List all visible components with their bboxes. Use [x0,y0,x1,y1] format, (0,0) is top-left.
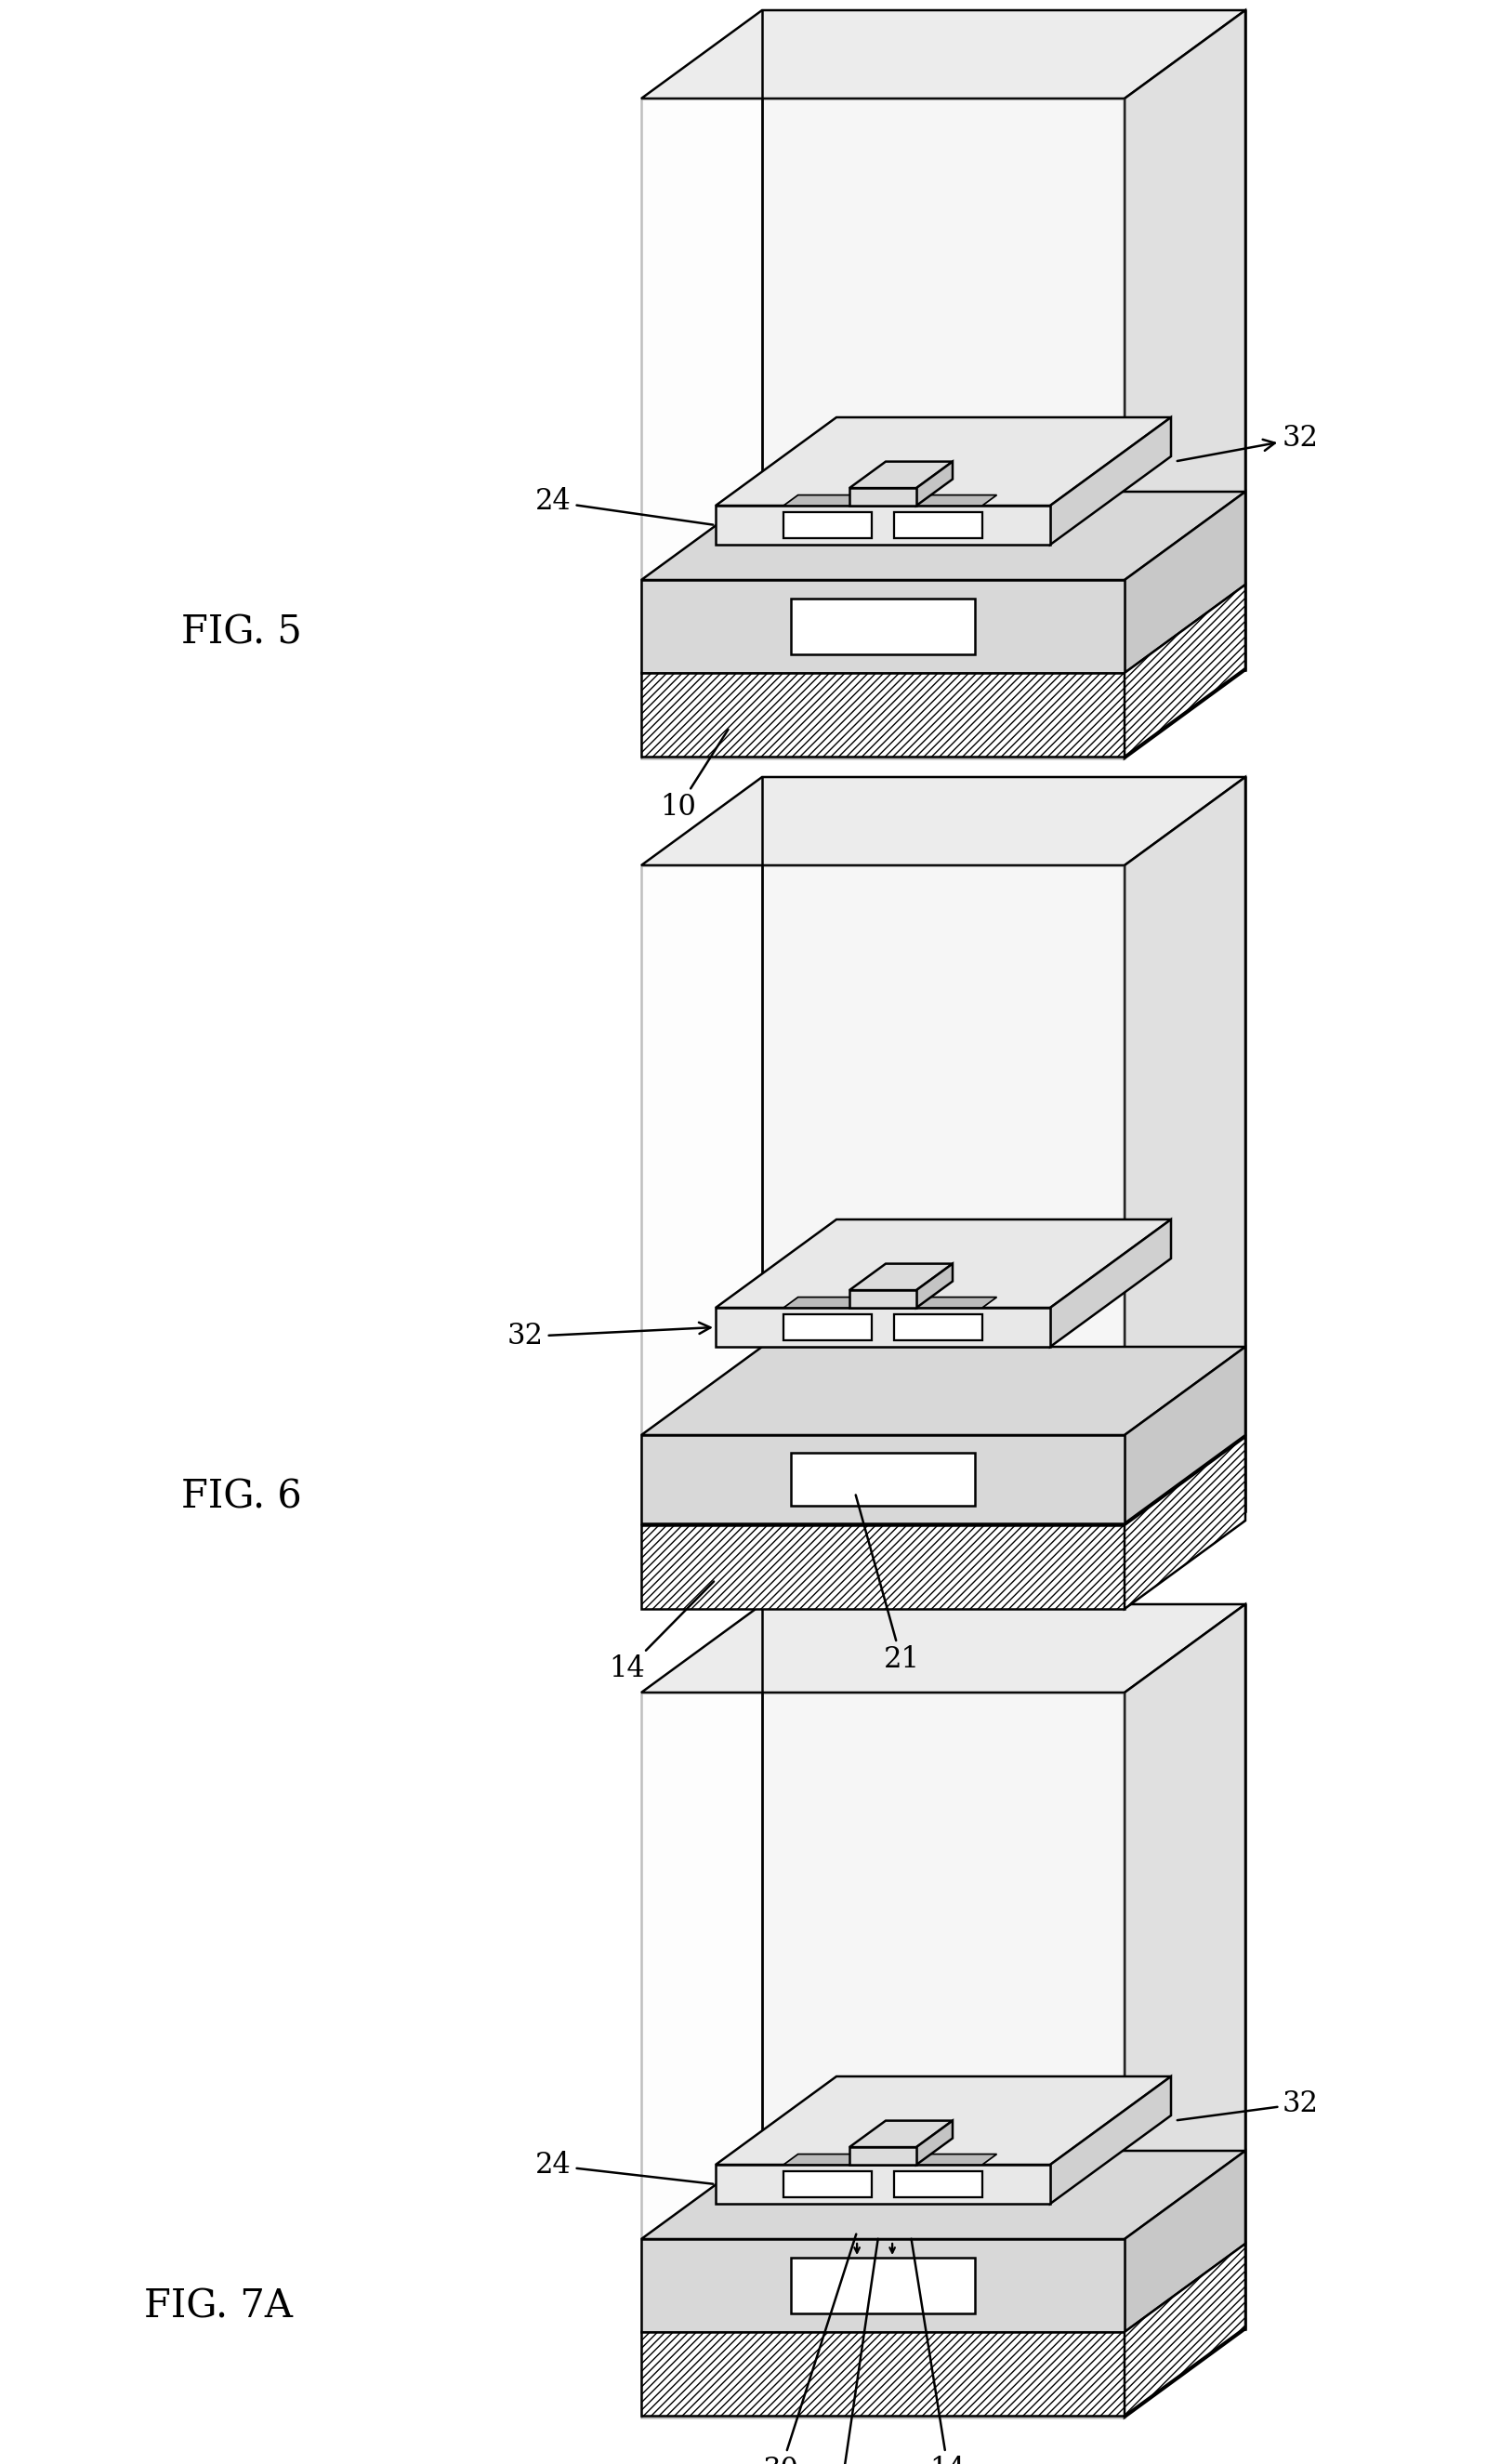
Polygon shape [1050,1220,1170,1348]
Polygon shape [715,1220,1170,1308]
Text: FIG. 5: FIG. 5 [181,614,302,653]
Polygon shape [640,673,1124,756]
Polygon shape [791,1454,974,1506]
Polygon shape [640,2240,1124,2331]
Polygon shape [715,1308,1050,1348]
Text: FIG. 6: FIG. 6 [181,1478,302,1518]
Polygon shape [1050,416,1170,545]
Polygon shape [791,2257,974,2314]
Polygon shape [1124,2245,1245,2415]
Polygon shape [640,579,1124,673]
Polygon shape [715,2166,1050,2203]
Polygon shape [1124,1348,1245,1523]
Polygon shape [783,495,886,505]
Polygon shape [640,1348,1245,1434]
Polygon shape [894,1316,981,1340]
Polygon shape [1050,2077,1170,2203]
Polygon shape [849,2122,952,2146]
Text: 21: 21 [855,1496,920,1676]
Text: F: F [831,2240,877,2464]
Polygon shape [715,416,1170,505]
Polygon shape [640,10,1245,99]
Text: 14: 14 [910,2240,966,2464]
Polygon shape [715,2077,1170,2166]
Polygon shape [640,1437,1245,1525]
Text: 32: 32 [1176,2089,1318,2119]
Polygon shape [849,2146,916,2166]
Polygon shape [894,2154,996,2166]
Polygon shape [762,776,1245,1510]
Polygon shape [640,2151,1245,2240]
Polygon shape [640,1693,1124,2417]
Polygon shape [640,584,1245,673]
Polygon shape [1124,2151,1245,2331]
Polygon shape [791,599,974,655]
Polygon shape [640,1604,1245,1693]
Polygon shape [640,493,1245,579]
Polygon shape [849,1291,916,1308]
Polygon shape [916,1264,953,1308]
Polygon shape [1124,10,1245,759]
Text: 24: 24 [536,2151,712,2183]
Text: 24: 24 [536,488,712,525]
Text: 30: 30 [762,2235,855,2464]
Polygon shape [1124,584,1245,756]
Polygon shape [1124,776,1245,1599]
Polygon shape [849,488,916,505]
Polygon shape [762,1604,1245,2328]
Polygon shape [849,1264,952,1291]
Polygon shape [916,461,953,505]
Polygon shape [783,2171,871,2198]
Polygon shape [1124,1437,1245,1609]
Text: 14: 14 [609,1582,714,1683]
Polygon shape [894,2171,981,2198]
Polygon shape [640,865,1124,1599]
Polygon shape [894,1296,996,1308]
Polygon shape [640,2245,1245,2331]
Polygon shape [849,461,952,488]
Polygon shape [894,495,996,505]
Polygon shape [640,776,1245,865]
Text: 32: 32 [507,1323,710,1350]
Polygon shape [783,2154,886,2166]
Polygon shape [783,1296,886,1308]
Polygon shape [783,1316,871,1340]
Polygon shape [783,513,871,537]
Polygon shape [894,513,981,537]
Polygon shape [640,1525,1124,1609]
Polygon shape [640,1434,1124,1523]
Polygon shape [1124,493,1245,673]
Polygon shape [916,2122,953,2166]
Text: 32: 32 [1176,424,1318,461]
Polygon shape [1124,1604,1245,2417]
Text: FIG. 7A: FIG. 7A [144,2287,292,2326]
Text: 10: 10 [660,729,728,823]
Polygon shape [640,99,1124,759]
Polygon shape [640,2331,1124,2415]
Polygon shape [715,505,1050,545]
Polygon shape [762,10,1245,670]
